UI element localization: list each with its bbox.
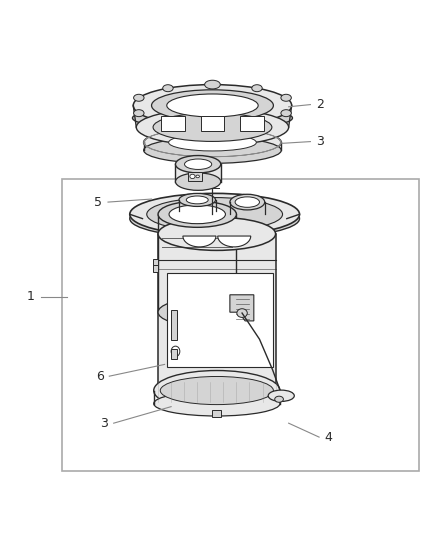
- Ellipse shape: [136, 109, 289, 146]
- Ellipse shape: [207, 81, 218, 88]
- Ellipse shape: [275, 396, 283, 402]
- Text: 3: 3: [100, 417, 108, 430]
- Ellipse shape: [207, 123, 218, 130]
- Bar: [153, 265, 158, 272]
- Bar: [187, 172, 201, 181]
- Bar: [167, 273, 273, 367]
- Ellipse shape: [158, 299, 237, 325]
- Ellipse shape: [184, 159, 212, 169]
- Ellipse shape: [130, 200, 300, 237]
- Ellipse shape: [152, 90, 273, 121]
- Ellipse shape: [179, 193, 215, 206]
- Ellipse shape: [158, 201, 237, 228]
- Ellipse shape: [154, 370, 280, 410]
- Ellipse shape: [252, 119, 262, 126]
- Bar: [161, 116, 185, 132]
- Ellipse shape: [133, 85, 292, 126]
- Ellipse shape: [176, 173, 221, 190]
- Bar: [62, 180, 419, 471]
- Bar: [158, 234, 276, 391]
- Text: 6: 6: [96, 370, 104, 383]
- Text: 4: 4: [325, 431, 332, 443]
- Ellipse shape: [153, 113, 272, 141]
- Ellipse shape: [133, 107, 293, 130]
- Ellipse shape: [230, 194, 265, 210]
- Bar: [201, 116, 224, 132]
- Ellipse shape: [134, 110, 144, 117]
- Ellipse shape: [171, 346, 180, 357]
- Ellipse shape: [144, 137, 281, 163]
- Ellipse shape: [144, 128, 281, 157]
- Bar: [153, 259, 158, 265]
- Ellipse shape: [158, 217, 276, 251]
- Bar: [171, 310, 177, 341]
- Ellipse shape: [169, 134, 256, 151]
- Ellipse shape: [237, 309, 247, 318]
- Ellipse shape: [281, 94, 291, 101]
- Ellipse shape: [167, 94, 258, 117]
- Ellipse shape: [196, 175, 199, 177]
- Ellipse shape: [186, 196, 208, 204]
- Ellipse shape: [147, 198, 283, 231]
- Bar: [176, 164, 221, 182]
- Ellipse shape: [235, 197, 259, 207]
- Bar: [240, 116, 264, 132]
- Ellipse shape: [281, 110, 291, 117]
- Ellipse shape: [134, 94, 144, 101]
- Ellipse shape: [176, 156, 221, 173]
- Bar: [212, 410, 221, 417]
- Polygon shape: [183, 236, 216, 247]
- Polygon shape: [218, 236, 251, 247]
- Ellipse shape: [169, 205, 226, 224]
- Text: 3: 3: [316, 135, 324, 148]
- Ellipse shape: [252, 85, 262, 92]
- Ellipse shape: [154, 391, 280, 416]
- Ellipse shape: [268, 390, 294, 401]
- Ellipse shape: [160, 376, 273, 405]
- Ellipse shape: [163, 119, 173, 126]
- Text: 1: 1: [27, 290, 35, 303]
- Ellipse shape: [130, 193, 300, 235]
- Bar: [158, 214, 237, 312]
- Ellipse shape: [163, 85, 173, 92]
- Ellipse shape: [205, 80, 220, 89]
- Polygon shape: [230, 295, 254, 321]
- Bar: [171, 349, 177, 359]
- Text: 5: 5: [95, 196, 102, 208]
- Text: 2: 2: [316, 98, 324, 111]
- Ellipse shape: [190, 174, 195, 179]
